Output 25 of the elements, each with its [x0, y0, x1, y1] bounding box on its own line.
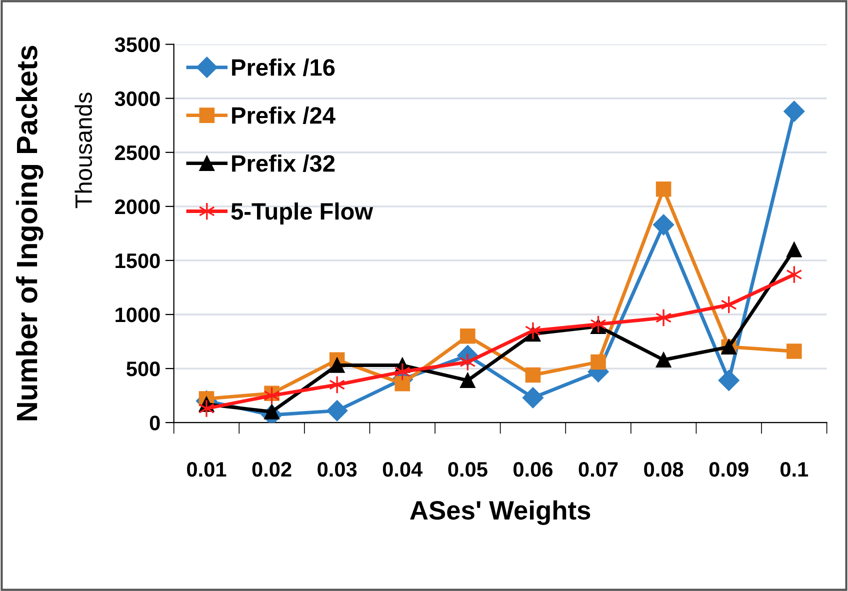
x-tick-label: 0.07 — [578, 462, 618, 477]
x-tick-label: 0.03 — [318, 462, 357, 477]
legend-label: Prefix /32 — [232, 154, 335, 172]
y-tick-label: 500 — [126, 362, 160, 376]
x-tick-label: 0.08 — [644, 462, 684, 477]
x-tick-label: 0.1 — [780, 462, 808, 477]
x-tick-label: 0.04 — [382, 462, 423, 477]
x-axis-title: ASes' Weights — [410, 500, 590, 526]
y-tick-label: 2500 — [115, 145, 160, 160]
y-tick-label: 0 — [150, 416, 160, 430]
x-tick-label: 0.05 — [448, 462, 488, 477]
y-tick-label: 2000 — [115, 199, 160, 214]
legend-label: Prefix /24 — [232, 106, 336, 124]
x-tick-label: 0.02 — [252, 462, 292, 477]
x-tick-label: 0.01 — [187, 462, 226, 477]
y-tick-label: 3500 — [114, 37, 160, 52]
legend-label: 5-Tuple Flow — [231, 202, 374, 224]
y-tick-label: 1500 — [116, 253, 160, 268]
y-tick-label: 1000 — [116, 308, 160, 322]
x-tick-label: 0.09 — [709, 462, 748, 477]
y-tick-label: 3000 — [114, 91, 160, 106]
legend-label: Prefix /16 — [232, 58, 335, 76]
x-tick-label: 0.06 — [514, 462, 552, 477]
y-axis-title: Number of Ingoing Packets — [16, 46, 44, 420]
text: Thousands — [74, 92, 92, 208]
